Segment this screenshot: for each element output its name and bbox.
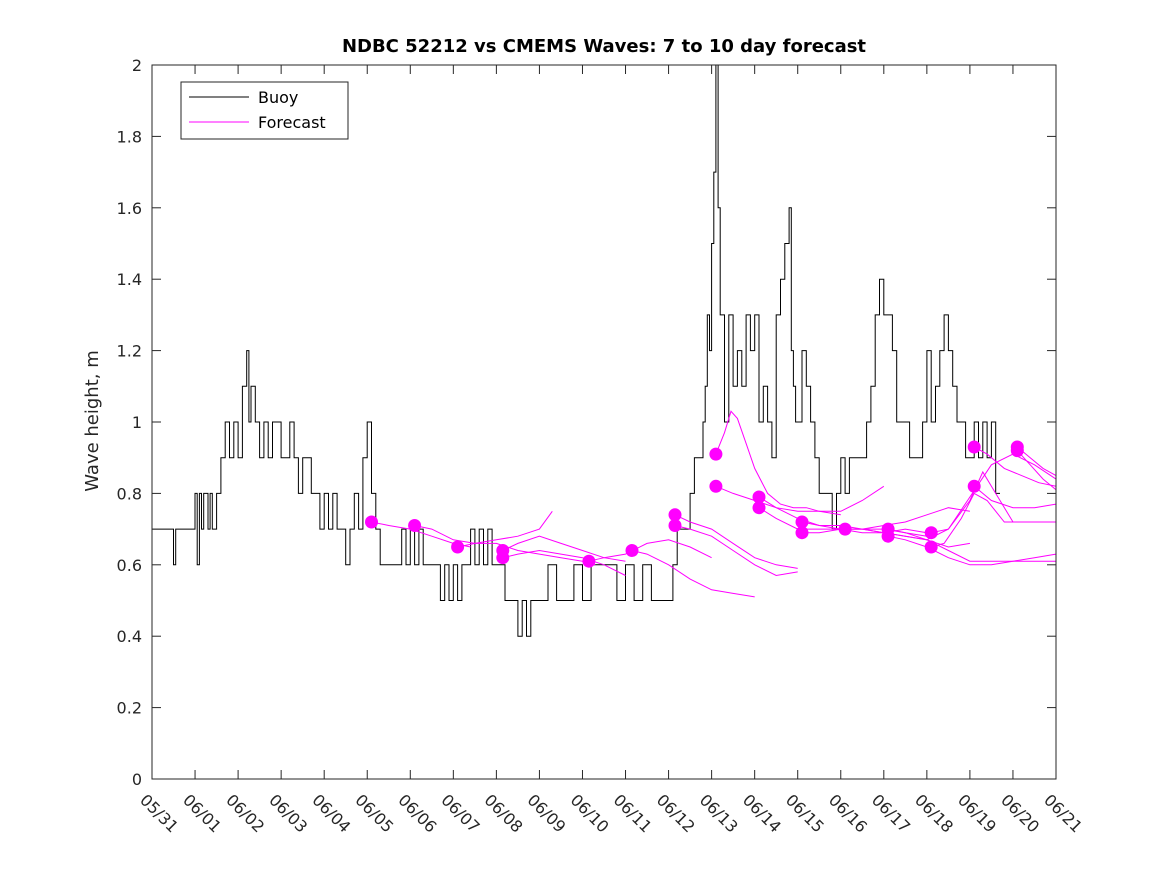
series-layer [152,64,1057,637]
forecast-marker [582,554,596,568]
forecast-series-line-24 [1016,450,1057,491]
x-tick-label: 06/14 [739,790,785,836]
x-tick-label: 06/10 [567,790,613,836]
legend-box [180,81,349,140]
x-tick-label: 06/19 [954,790,1000,836]
x-tick-label: 06/11 [610,790,656,836]
forecast-marker [668,508,682,522]
x-tick-label: 06/13 [696,790,742,836]
forecast-series-line-19 [931,453,1057,534]
forecast-marker [408,519,422,532]
x-tick-label: 06/04 [308,790,354,836]
forecast-series-line-10 [715,410,841,516]
y-axis-label: Wave height, m [82,350,103,491]
forecast-marker [795,526,809,540]
forecast-marker [967,440,981,454]
forecast-series-line-21 [973,446,1057,487]
y-tick-label: 1.4 [117,270,142,289]
forecast-series-line-5 [502,549,626,576]
x-tick-label: 06/01 [179,790,225,836]
forecast-marker [924,540,938,554]
x-tick-label: 06/21 [1040,790,1086,836]
forecast-series-line-18 [887,535,1057,566]
y-tick-label: 1 [132,413,142,432]
forecast-marker [881,529,895,543]
forecast-marker [752,490,766,504]
forecast-series-line-8 [674,514,798,569]
y-tick-label: 2 [132,56,142,75]
x-tick-label: 06/12 [653,790,699,836]
buoy-series-line [152,64,1000,637]
x-tick-label: 06/03 [265,790,311,836]
forecast-marker [838,522,852,536]
forecast-marker [496,551,510,565]
forecast-series-line-2 [414,511,553,544]
y-tick-label: 1.2 [117,342,142,361]
y-tick-label: 0.8 [117,484,142,503]
x-tick-label: 06/07 [437,790,483,836]
plot-background [152,65,1056,779]
plot-area [151,64,1057,780]
y-tick-label: 0.4 [117,627,142,646]
legend: Buoy Forecast [180,81,349,140]
forecast-marker [752,501,766,515]
x-tick-label: 06/15 [782,790,828,836]
legend-buoy-label: Buoy [258,88,298,107]
forecast-marker [924,526,938,540]
x-tick-label: 06/06 [394,790,440,836]
x-tick-label: 06/20 [997,790,1043,836]
forecast-marker [365,515,378,529]
x-tick-label: 06/02 [222,790,268,836]
forecast-series-line-22 [973,485,1057,509]
forecast-marker [1010,444,1024,458]
y-tick-label: 0.6 [117,556,142,575]
x-tick-label: 06/08 [481,790,527,836]
legend-forecast-label: Forecast [258,113,326,132]
forecast-marker [668,519,682,532]
forecast-series-line-17 [887,528,1056,562]
forecast-marker [625,544,639,557]
y-tick-label: 1.6 [117,199,142,218]
y-tick-label: 0.2 [117,699,142,718]
forecast-series-line-16 [845,470,1014,541]
y-tick-label: 1.8 [117,127,142,146]
forecast-marker [709,479,723,493]
forecast-series-line-6 [588,539,712,562]
x-tick-label: 06/05 [351,790,397,836]
forecast-marker [795,515,809,529]
forecast-marker [967,479,981,493]
chart-title: NDBC 52212 vs CMEMS Waves: 7 to 10 day f… [342,36,866,57]
forecast-series-line-7 [631,550,755,598]
forecast-series-line-20 [931,492,1056,548]
forecast-series-line-9 [674,525,798,577]
forecast-series-line-23 [1016,446,1057,477]
x-tick-label: 05/31 [136,790,182,836]
forecast-marker [451,540,465,554]
x-tick-label: 06/17 [868,790,914,836]
x-tick-label: 06/09 [524,790,570,836]
x-tick-label: 06/16 [825,790,871,836]
forecast-marker [709,447,723,461]
x-tick-label: 06/18 [911,790,957,836]
y-tick-label: 0 [132,770,142,789]
forecast-series-line-11 [715,485,885,512]
